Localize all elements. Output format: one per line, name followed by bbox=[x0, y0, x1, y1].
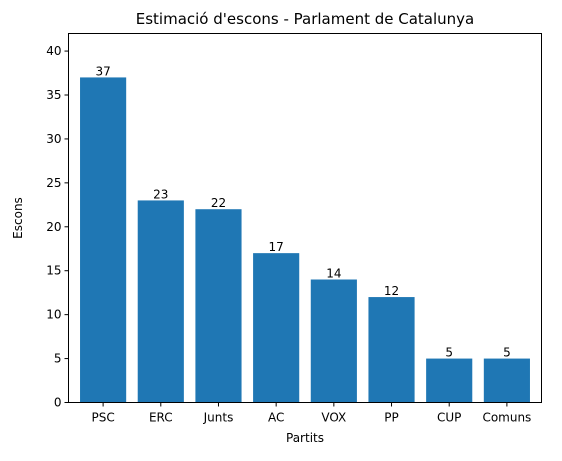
bar-value-label: 22 bbox=[211, 196, 226, 210]
y-tick-label: 10 bbox=[46, 308, 61, 322]
bar-comuns bbox=[483, 358, 530, 403]
bar-value-label: 5 bbox=[445, 346, 453, 360]
x-tick-label: VOX bbox=[321, 411, 346, 425]
y-tick-label: 30 bbox=[46, 132, 61, 146]
plot-area: 37 23 22 17 14 12 5 5 bbox=[80, 64, 530, 403]
x-tick-label: ERC bbox=[149, 411, 173, 425]
y-tick-label: 5 bbox=[54, 352, 62, 366]
bar-junts bbox=[195, 209, 242, 403]
x-tick-label: AC bbox=[268, 411, 284, 425]
x-tick-label: Comuns bbox=[482, 411, 531, 425]
x-tick-label: CUP bbox=[437, 411, 461, 425]
x-tick-label: PSC bbox=[91, 411, 114, 425]
y-tick-label: 25 bbox=[46, 176, 61, 190]
y-tick-label: 0 bbox=[54, 396, 62, 410]
y-axis-label: Escons bbox=[11, 197, 25, 239]
x-tick-label: PP bbox=[384, 411, 398, 425]
y-tick-label: 15 bbox=[46, 264, 61, 278]
bar-value-label: 17 bbox=[269, 240, 284, 254]
bar-erc bbox=[137, 200, 184, 403]
bar-value-label: 37 bbox=[95, 64, 110, 78]
bar-pp bbox=[368, 297, 415, 403]
y-tick-label: 20 bbox=[46, 220, 61, 234]
bar-vox bbox=[310, 279, 357, 403]
bar-psc bbox=[80, 77, 127, 403]
bar-ac bbox=[253, 253, 300, 403]
bar-cup bbox=[426, 358, 473, 403]
bar-value-label: 12 bbox=[384, 284, 399, 298]
x-axis-label: Partits bbox=[286, 431, 324, 445]
plot-frame bbox=[68, 33, 542, 403]
y-tick-label: 40 bbox=[46, 44, 61, 58]
bar-value-label: 23 bbox=[153, 187, 168, 201]
chart-title: Estimació d'escons - Parlament de Catalu… bbox=[136, 10, 474, 28]
bar-value-label: 14 bbox=[326, 267, 341, 281]
y-tick-label: 35 bbox=[46, 88, 61, 102]
x-tick-label: Junts bbox=[203, 411, 234, 425]
bar-value-label: 5 bbox=[503, 346, 511, 360]
